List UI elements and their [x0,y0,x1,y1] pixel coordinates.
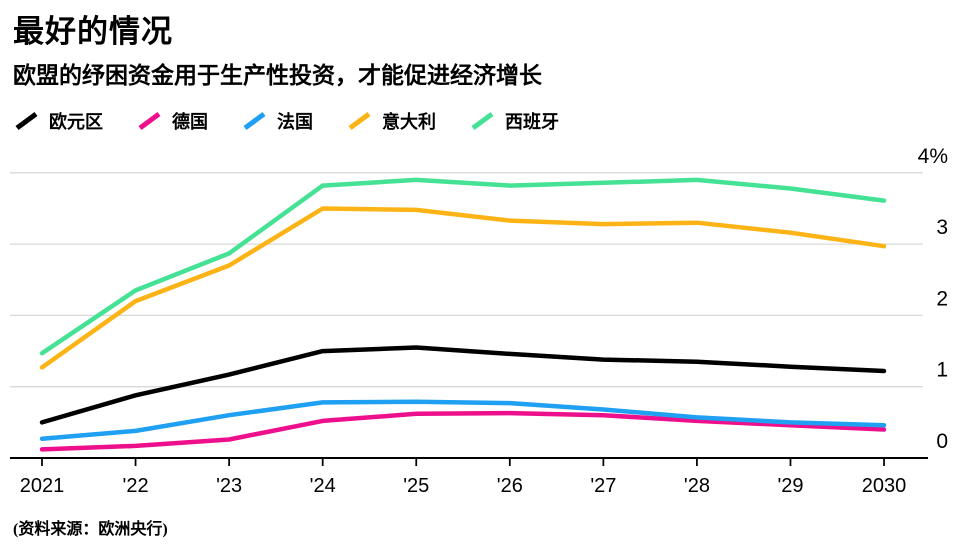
legend-item-意大利: 意大利 [347,108,436,134]
legend-item-德国: 德国 [137,108,208,134]
x-axis-label-2029: '29 [777,475,803,497]
x-axis-label-2028: '28 [684,475,710,497]
legend-label: 意大利 [382,112,436,132]
y-axis-label-4: 4% [918,145,948,168]
x-axis-label-2027: '27 [590,475,616,497]
y-axis-label-0: 0 [936,430,948,453]
series-line-意大利 [39,206,887,370]
legend-key-slash-icon [243,111,266,131]
x-axis-label-2024: '24 [310,475,336,497]
x-axis-label-2030: 2030 [862,475,907,497]
legend-key-slash-icon [348,111,371,131]
source-note: (资料来源：欧洲央行) [13,521,168,538]
legend-item-欧元区: 欧元区 [14,108,103,134]
y-axis-label-3: 3 [936,216,948,239]
legend-item-法国: 法国 [242,108,313,134]
legend-key-slash-icon [138,111,161,131]
y-axis-label-1: 1 [936,359,948,382]
x-axis-label-2023: '23 [216,475,242,497]
legend-item-西班牙: 西班牙 [470,108,559,134]
chart-subtitle: 欧盟的纾困资金用于生产性投资，才能促进经济增长 [13,63,542,88]
legend-label: 西班牙 [505,112,559,132]
chart-title: 最好的情况 [13,14,173,49]
x-axis-label-2022: '22 [123,475,149,497]
legend-label: 德国 [172,112,208,132]
x-axis-label-2021: 2021 [20,475,65,497]
legend-label: 法国 [277,112,313,132]
x-axis-label-2026: '26 [497,475,523,497]
y-axis-label-2: 2 [936,287,948,310]
series-line-欧元区 [39,345,887,425]
legend-key-slash-icon [471,111,494,131]
legend-label: 欧元区 [49,112,103,132]
chart-legend: 欧元区 德国 法国 意大利 西班牙 [14,108,559,134]
series-line-西班牙 [39,177,887,356]
x-axis-label-2025: '25 [403,475,429,497]
series-line-德国 [39,410,887,452]
series-line-法国 [39,399,887,441]
legend-key-slash-icon [15,111,38,131]
